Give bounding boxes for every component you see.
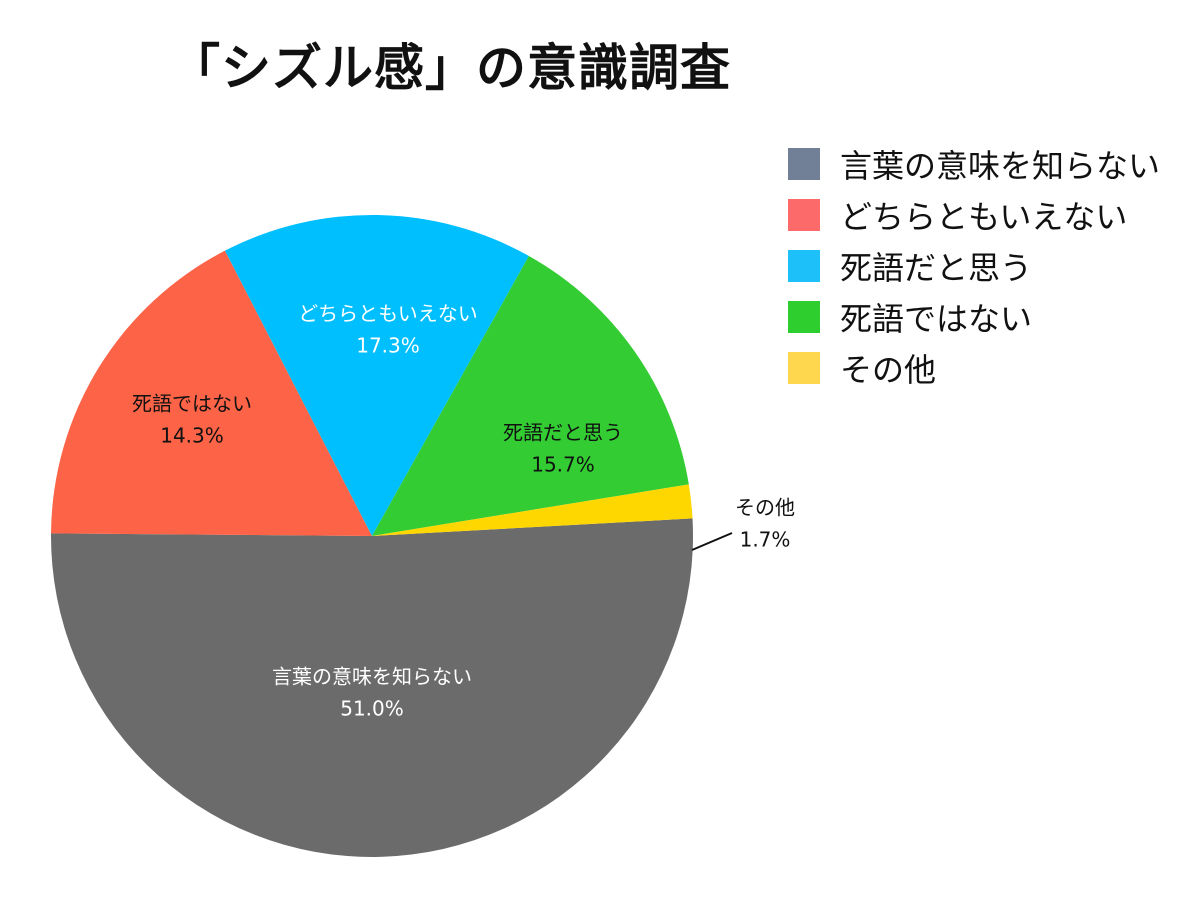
pie-labels: 言葉の意味を知らない 51.0% どちらともいえない 17.3% 死語だと思う 15.7%… xyxy=(132,302,795,721)
slice-label-name: その他 xyxy=(735,496,795,520)
legend-swatch xyxy=(788,198,820,231)
slice-label-name: 死語だと思う xyxy=(503,421,623,445)
pie-slice-5 xyxy=(372,484,693,536)
legend-label: どちらともいえない xyxy=(840,197,1128,236)
chart-title: 「シズル感」の意識調査 xyxy=(170,39,731,97)
legend: 言葉の意味を知らない どちらともいえない 死語だと思う 死語ではない その他 xyxy=(788,138,1160,393)
leader-line xyxy=(691,532,733,551)
legend-item: 言葉の意味を知らない xyxy=(788,138,1160,189)
legend-item: その他 xyxy=(788,342,1160,393)
slice-label-percent: 15.7% xyxy=(531,453,595,477)
pie-slices xyxy=(50,214,693,857)
pie-slice-2 xyxy=(51,250,372,536)
legend-label: 死語ではない xyxy=(840,299,1033,338)
slice-label-name: どちらともいえない xyxy=(298,302,478,326)
legend-swatch xyxy=(788,300,820,333)
legend-item: 死語ではない xyxy=(788,291,1160,342)
legend-item: 死語だと思う xyxy=(788,240,1160,291)
legend-label: その他 xyxy=(840,350,937,389)
slice-label-percent: 51.0% xyxy=(340,697,404,721)
legend-label: 言葉の意味を知らない xyxy=(840,146,1161,185)
slice-label-name: 言葉の意味を知らない xyxy=(272,665,472,689)
pie-slice-4 xyxy=(372,255,689,536)
legend-label: 死語だと思う xyxy=(840,248,1033,287)
slice-label-percent: 14.3% xyxy=(160,424,224,448)
legend-swatch xyxy=(788,147,820,180)
pie-slice-1 xyxy=(50,518,693,857)
pie-slice-3 xyxy=(224,214,529,536)
slice-label-percent: 17.3% xyxy=(356,334,420,358)
legend-swatch xyxy=(788,351,820,384)
slice-label-name: 死語ではない xyxy=(132,392,252,416)
legend-item: どちらともいえない xyxy=(788,189,1160,240)
slice-label-percent: 1.7% xyxy=(740,528,791,552)
legend-swatch xyxy=(788,249,820,282)
